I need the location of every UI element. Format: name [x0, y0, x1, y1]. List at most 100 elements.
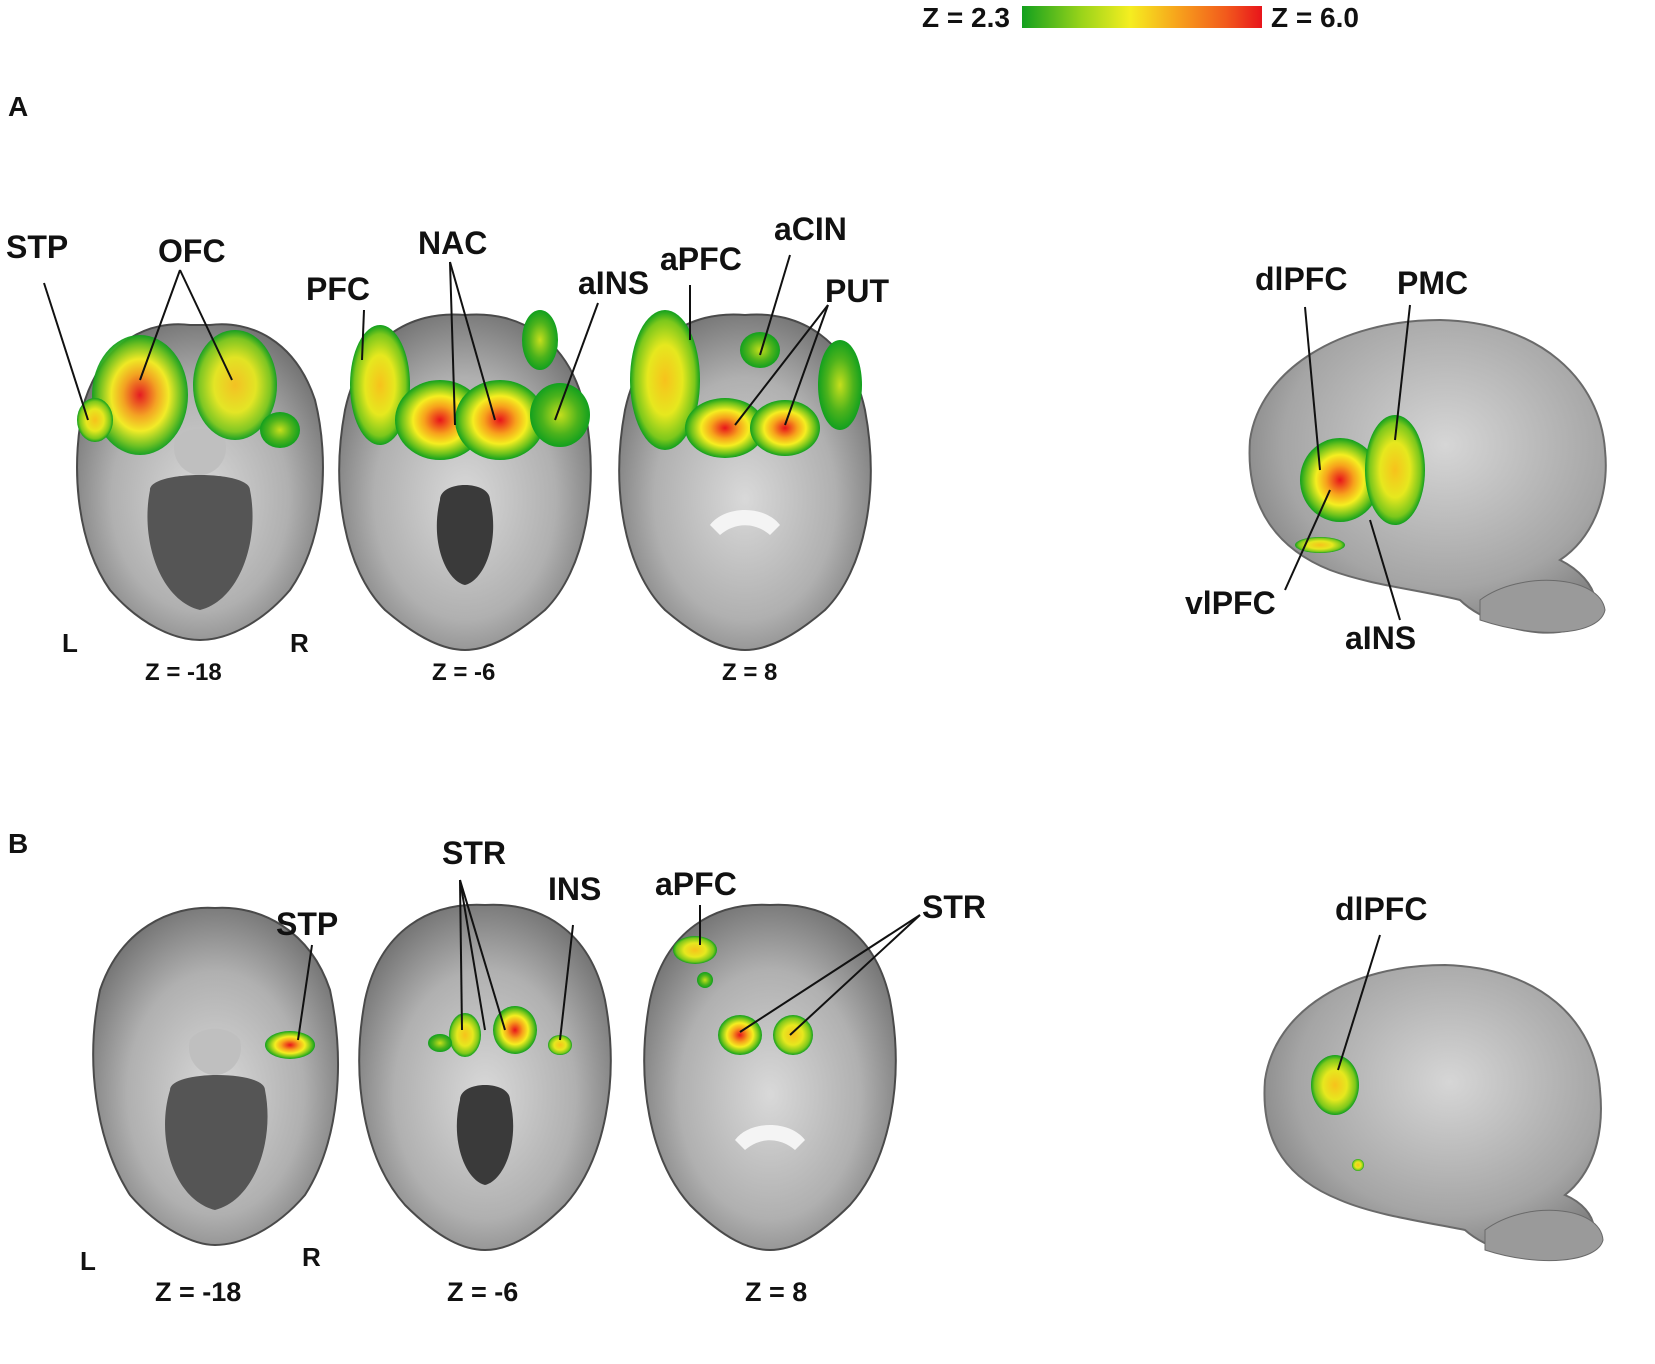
leader-line — [297, 944, 313, 1041]
left-marker: L — [62, 628, 78, 658]
activation-blob — [630, 310, 700, 450]
brainstem-core — [189, 1028, 241, 1075]
brain-surface — [1248, 318, 1607, 634]
leader-line — [1337, 934, 1381, 1071]
brain-axial-slice — [358, 903, 612, 1252]
region-label-ins: INS — [548, 871, 601, 907]
midbrain — [436, 485, 494, 585]
activation-blob — [1352, 1159, 1364, 1171]
colorbar-max-label: Z = 6.0 — [1271, 2, 1359, 33]
activation-blob — [1365, 415, 1425, 525]
activation-blob — [673, 936, 717, 964]
activation-blob — [193, 330, 277, 440]
region-label-vlpfc: vlPFC — [1185, 585, 1276, 621]
region-label-pmc: PMC — [1397, 265, 1468, 301]
activation-blob — [522, 310, 558, 370]
panel-b-slice-3: aPFC STR Z = 8 — [643, 866, 986, 1307]
activation-blob — [77, 398, 113, 442]
brainstem-core — [174, 428, 226, 475]
leader-line — [43, 282, 89, 421]
region-label-apfc: aPFC — [655, 866, 737, 902]
z-label: Z = 8 — [722, 659, 777, 686]
z-label: Z = -6 — [447, 1277, 518, 1307]
leader-line — [1369, 519, 1401, 621]
panel-a-surface: dlPFC PMC vlPFC aINS — [1185, 261, 1607, 656]
leader-line — [449, 261, 456, 426]
leader-line — [554, 302, 599, 421]
panel-a-slice-1: STP OFC L R Z = -18 — [6, 229, 324, 686]
activation-blob — [1311, 1055, 1359, 1115]
region-label-acin: aCIN — [774, 211, 847, 247]
leader-line — [459, 879, 463, 1031]
leader-line — [449, 261, 496, 421]
activation-blob — [697, 972, 713, 988]
brain-axial-slice — [643, 903, 897, 1252]
activation-blob — [428, 1034, 452, 1052]
z-label: Z = 8 — [745, 1277, 807, 1307]
brainstem — [147, 475, 253, 610]
panel-b-slice-2: STR INS Z = -6 — [358, 835, 612, 1307]
activation-blob — [493, 1006, 537, 1054]
colorbar-gradient — [1022, 6, 1262, 28]
left-marker: L — [80, 1246, 96, 1276]
leader-line — [1284, 489, 1331, 591]
activation-blob — [773, 1015, 813, 1055]
right-marker: R — [290, 628, 309, 658]
leader-line — [1394, 304, 1411, 441]
z-label: Z = -18 — [145, 659, 222, 686]
colorbar-min-label: Z = 2.3 — [922, 2, 1010, 33]
activation-blob — [265, 1031, 315, 1059]
activation-blob — [1300, 438, 1380, 522]
leader-line — [1304, 306, 1321, 471]
activation-blob — [548, 1035, 572, 1055]
region-label-ains: aINS — [578, 265, 649, 301]
cerebellum — [1484, 1209, 1604, 1262]
region-label-str: STR — [442, 835, 506, 871]
region-label-stp: STP — [276, 906, 338, 942]
panel-a-letter: A — [8, 91, 28, 122]
region-label-dlpfc: dlPFC — [1255, 261, 1347, 297]
z-label: Z = -6 — [432, 659, 495, 686]
panel-a-slice-3: aPFC aCIN PUT Z = 8 — [618, 211, 889, 686]
leader-line — [459, 879, 486, 1031]
leader-line — [759, 254, 791, 356]
colorbar: Z = 2.3 Z = 6.0 — [922, 2, 1359, 33]
ventricle — [710, 510, 780, 535]
activation-blob — [350, 325, 410, 445]
region-label-ains: aINS — [1345, 620, 1416, 656]
activation-blob — [455, 380, 545, 460]
panel-b-surface: dlPFC — [1263, 891, 1604, 1262]
leader-line — [361, 309, 365, 361]
leader-line — [139, 269, 181, 381]
activation-blob — [740, 332, 780, 368]
region-label-apfc: aPFC — [660, 241, 742, 277]
leader-line — [784, 304, 829, 426]
region-label-stp: STP — [6, 229, 68, 265]
z-label: Z = -18 — [155, 1277, 241, 1307]
activation-blob — [750, 400, 820, 456]
cerebellum — [1479, 579, 1606, 633]
region-label-pfc: PFC — [306, 271, 370, 307]
activation-blob — [449, 1013, 481, 1057]
panel-b-slice-1: STP L R Z = -18 — [80, 906, 339, 1307]
leader-line — [179, 269, 233, 381]
right-marker: R — [302, 1242, 321, 1272]
midbrain — [456, 1085, 514, 1185]
activation-blob — [818, 340, 862, 430]
leader-line — [734, 304, 829, 426]
panel-b-letter: B — [8, 828, 28, 859]
activation-blob — [260, 412, 300, 448]
leader-line — [789, 914, 921, 1036]
region-label-dlpfc: dlPFC — [1335, 891, 1427, 927]
region-label-put: PUT — [825, 273, 889, 309]
brainstem — [165, 1075, 268, 1210]
region-label-nac: NAC — [418, 225, 487, 261]
leader-line — [559, 924, 574, 1041]
region-label-ofc: OFC — [158, 233, 226, 269]
panel-a-slice-2: PFC NAC aINS Z = -6 — [306, 225, 649, 686]
region-label-str: STR — [922, 889, 986, 925]
leader-line — [459, 879, 506, 1031]
ventricle — [735, 1125, 805, 1150]
activation-blob — [530, 383, 590, 447]
